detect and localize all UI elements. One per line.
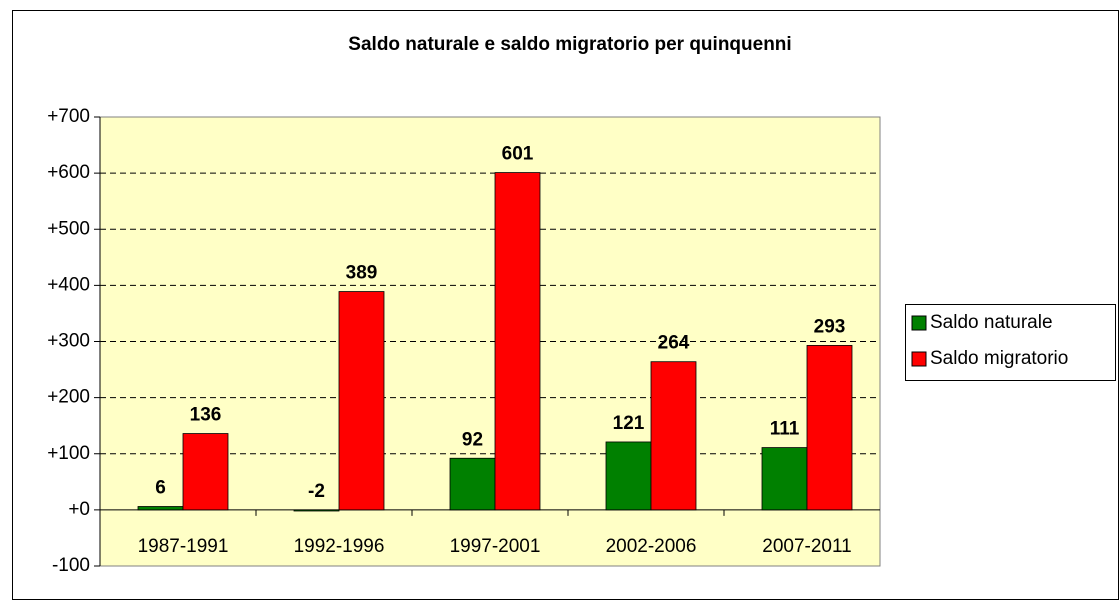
y-tick-label: +0 <box>68 499 90 520</box>
y-tick-label: +600 <box>47 162 90 183</box>
data-label: 6 <box>155 478 166 499</box>
bar <box>137 506 184 511</box>
data-label: 111 <box>770 419 800 440</box>
bar <box>650 361 697 511</box>
x-tick-label: 1997-2001 <box>450 536 541 557</box>
x-tick-label: 2007-2011 <box>762 536 851 557</box>
data-label: 601 <box>502 144 534 165</box>
legend-box <box>905 304 1116 381</box>
bar <box>761 447 808 511</box>
y-tick-label: +300 <box>47 331 90 352</box>
legend-label: Saldo naturale <box>930 312 1053 333</box>
data-label: 293 <box>814 316 846 337</box>
data-label: -2 <box>308 481 325 502</box>
bar <box>449 457 496 511</box>
bar <box>182 433 229 511</box>
legend-swatch <box>911 315 927 331</box>
y-tick-label: +100 <box>47 443 90 464</box>
legend-label: Saldo migratorio <box>930 348 1068 369</box>
data-label: 264 <box>658 333 690 354</box>
y-tick-label: -100 <box>52 555 90 576</box>
y-tick-label: +200 <box>47 387 90 408</box>
bar <box>494 172 541 511</box>
legend-swatch <box>911 351 927 367</box>
data-label: 121 <box>613 413 645 434</box>
data-label: 92 <box>462 429 483 450</box>
bar <box>605 441 652 511</box>
x-tick-label: 1992-1996 <box>294 536 385 557</box>
x-tick-label: 2002-2006 <box>606 536 697 557</box>
chart-title: Saldo naturale e saldo migratorio per qu… <box>348 34 791 55</box>
y-tick-label: +700 <box>47 106 90 127</box>
bar <box>338 291 385 511</box>
bar <box>293 509 340 512</box>
bar <box>806 345 853 511</box>
data-label: 389 <box>346 263 378 284</box>
y-tick-label: +500 <box>47 218 90 239</box>
x-tick-label: 1987-1991 <box>138 536 229 557</box>
y-tick-label: +400 <box>47 274 90 295</box>
data-label: 136 <box>190 405 222 426</box>
